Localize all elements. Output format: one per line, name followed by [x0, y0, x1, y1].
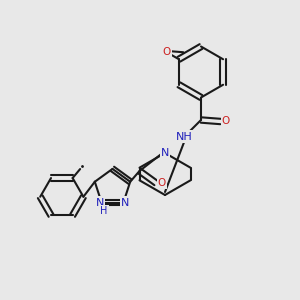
- Text: O: O: [222, 116, 230, 127]
- Text: NH: NH: [176, 131, 193, 142]
- Text: O: O: [163, 47, 171, 57]
- Text: N: N: [161, 148, 169, 158]
- Text: N: N: [121, 197, 129, 208]
- Text: H: H: [100, 206, 108, 216]
- Text: N: N: [96, 197, 104, 208]
- Text: O: O: [158, 178, 166, 188]
